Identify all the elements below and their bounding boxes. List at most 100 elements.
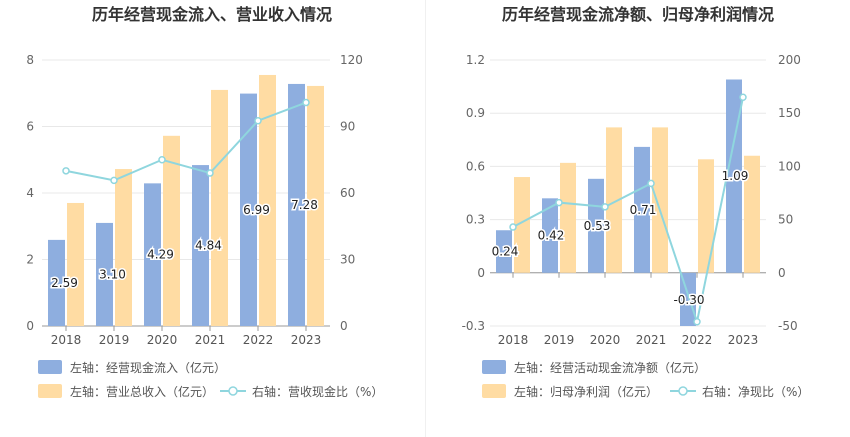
bar [144, 183, 161, 326]
bar [48, 239, 65, 326]
chart-cash-inflow-revenue: 历年经营现金流入、营业收入情况 0 2 4 6 8 0 30 60 90 120 2018 2019 20… [26, 5, 383, 399]
x-axis-tick-label: 2021 [195, 333, 226, 347]
x-axis-tick-label: 2019 [544, 333, 575, 347]
bar [726, 79, 742, 273]
ratio-point [62, 167, 70, 175]
data-label: 7.28 [291, 198, 318, 212]
bar [652, 127, 668, 273]
legend-swatch [38, 360, 62, 374]
ratio-point [206, 169, 214, 177]
bar [514, 177, 530, 273]
chart-title: 历年经营现金流净额、归母净利润情况 [502, 5, 774, 24]
x-axis-tick-label: 2020 [147, 333, 178, 347]
ratio-line [512, 97, 744, 326]
legend-label: 左轴：归母净利润（亿元） [514, 384, 658, 399]
left-axis-tick-label: 2 [26, 253, 34, 267]
bar [606, 127, 622, 273]
legend-line-marker [228, 386, 238, 396]
bar [115, 169, 132, 326]
x-axis-tick-label: 2022 [682, 333, 713, 347]
bar [744, 155, 760, 273]
ratio-point [302, 98, 310, 107]
left-axis-tick-label: -0.3 [462, 319, 485, 333]
data-label: 6.99 [243, 203, 270, 217]
bar [211, 89, 228, 326]
right-axis-tick-label: 150 [778, 106, 801, 120]
right-axis-tick-label: 60 [340, 186, 355, 200]
x-axis-tick-label: 2022 [243, 333, 274, 347]
ratio-point [647, 179, 655, 188]
ratio-point [254, 116, 262, 125]
right-axis-tick-label: 100 [778, 159, 801, 173]
ratio-point [158, 156, 166, 164]
bar [307, 85, 324, 326]
legend-label: 左轴：营业总收入（亿元） [70, 384, 214, 399]
legend-line-marker [678, 386, 688, 396]
legend-swatch [38, 384, 62, 398]
ratio-line [65, 101, 307, 182]
data-label: 3.10 [99, 267, 126, 281]
data-label: 0.42 [538, 229, 565, 243]
panel-divider [425, 0, 426, 437]
right-axis-tick-label: 200 [778, 53, 801, 67]
left-axis-tick-label: 4 [26, 186, 34, 200]
right-axis-tick-label: 0 [778, 266, 786, 280]
left-axis-tick-label: 0.9 [466, 106, 485, 120]
data-label: 4.84 [195, 239, 222, 253]
right-axis-tick-label: 0 [340, 319, 348, 333]
bar [560, 162, 576, 273]
chart-title: 历年经营现金流入、营业收入情况 [92, 5, 332, 24]
x-axis-tick-label: 2023 [728, 333, 759, 347]
left-axis-tick-label: 0.3 [466, 213, 485, 227]
x-axis-tick-label: 2018 [498, 333, 529, 347]
legend-label: 左轴：经营活动现金流净额（亿元） [514, 360, 706, 375]
ratio-point [693, 317, 701, 326]
x-axis-tick-label: 2021 [636, 333, 667, 347]
data-label: 4.29 [147, 248, 174, 262]
legend-swatch [482, 360, 506, 374]
left-axis-tick-label: 8 [26, 53, 34, 67]
data-label: 0.24 [492, 245, 519, 259]
bar [634, 146, 650, 273]
bar [680, 272, 696, 326]
chart-net-cashflow-profit: 历年经营现金流净额、归母净利润情况-0.300.30.60.91.2-50050… [462, 5, 810, 399]
legend-label: 右轴：营收现金比（%） [252, 384, 383, 399]
data-label: -0.30 [673, 293, 704, 307]
x-axis-tick-label: 2023 [291, 333, 322, 347]
bar [698, 159, 714, 273]
bar [542, 198, 558, 273]
legend-label: 左轴：经营现金流入（亿元） [70, 360, 226, 375]
bar [192, 165, 209, 326]
right-axis-tick-label: 120 [340, 53, 363, 67]
left-axis-tick-label: 6 [26, 120, 34, 134]
left-axis-tick-label: 0.6 [466, 159, 485, 173]
data-label: 0.71 [630, 203, 657, 217]
right-axis-tick-label: -50 [778, 319, 798, 333]
ratio-point [601, 203, 609, 211]
data-label: 0.53 [584, 219, 611, 233]
x-axis-tick-label: 2018 [51, 333, 82, 347]
bar [259, 74, 276, 327]
x-axis-tick-label: 2020 [590, 333, 621, 347]
left-axis-tick-label: 1.2 [466, 53, 485, 67]
bar [240, 93, 257, 327]
ratio-point [509, 223, 517, 231]
legend-label: 右轴：净现比（%） [702, 384, 809, 399]
bar [67, 202, 84, 326]
left-axis-tick-label: 0 [477, 266, 485, 280]
x-axis-tick-label: 2019 [99, 333, 130, 347]
legend-swatch [482, 384, 506, 398]
right-axis-tick-label: 90 [340, 120, 355, 134]
ratio-point [110, 176, 118, 185]
bar [163, 135, 180, 326]
bar [96, 222, 113, 326]
bar [288, 83, 305, 326]
right-axis-tick-label: 30 [340, 253, 355, 267]
bar [496, 230, 512, 273]
bar [588, 178, 604, 273]
data-label: 1.09 [722, 169, 749, 183]
right-axis-tick-label: 50 [778, 213, 793, 227]
left-axis-tick-label: 0 [26, 319, 34, 333]
data-label: 2.59 [51, 276, 78, 290]
